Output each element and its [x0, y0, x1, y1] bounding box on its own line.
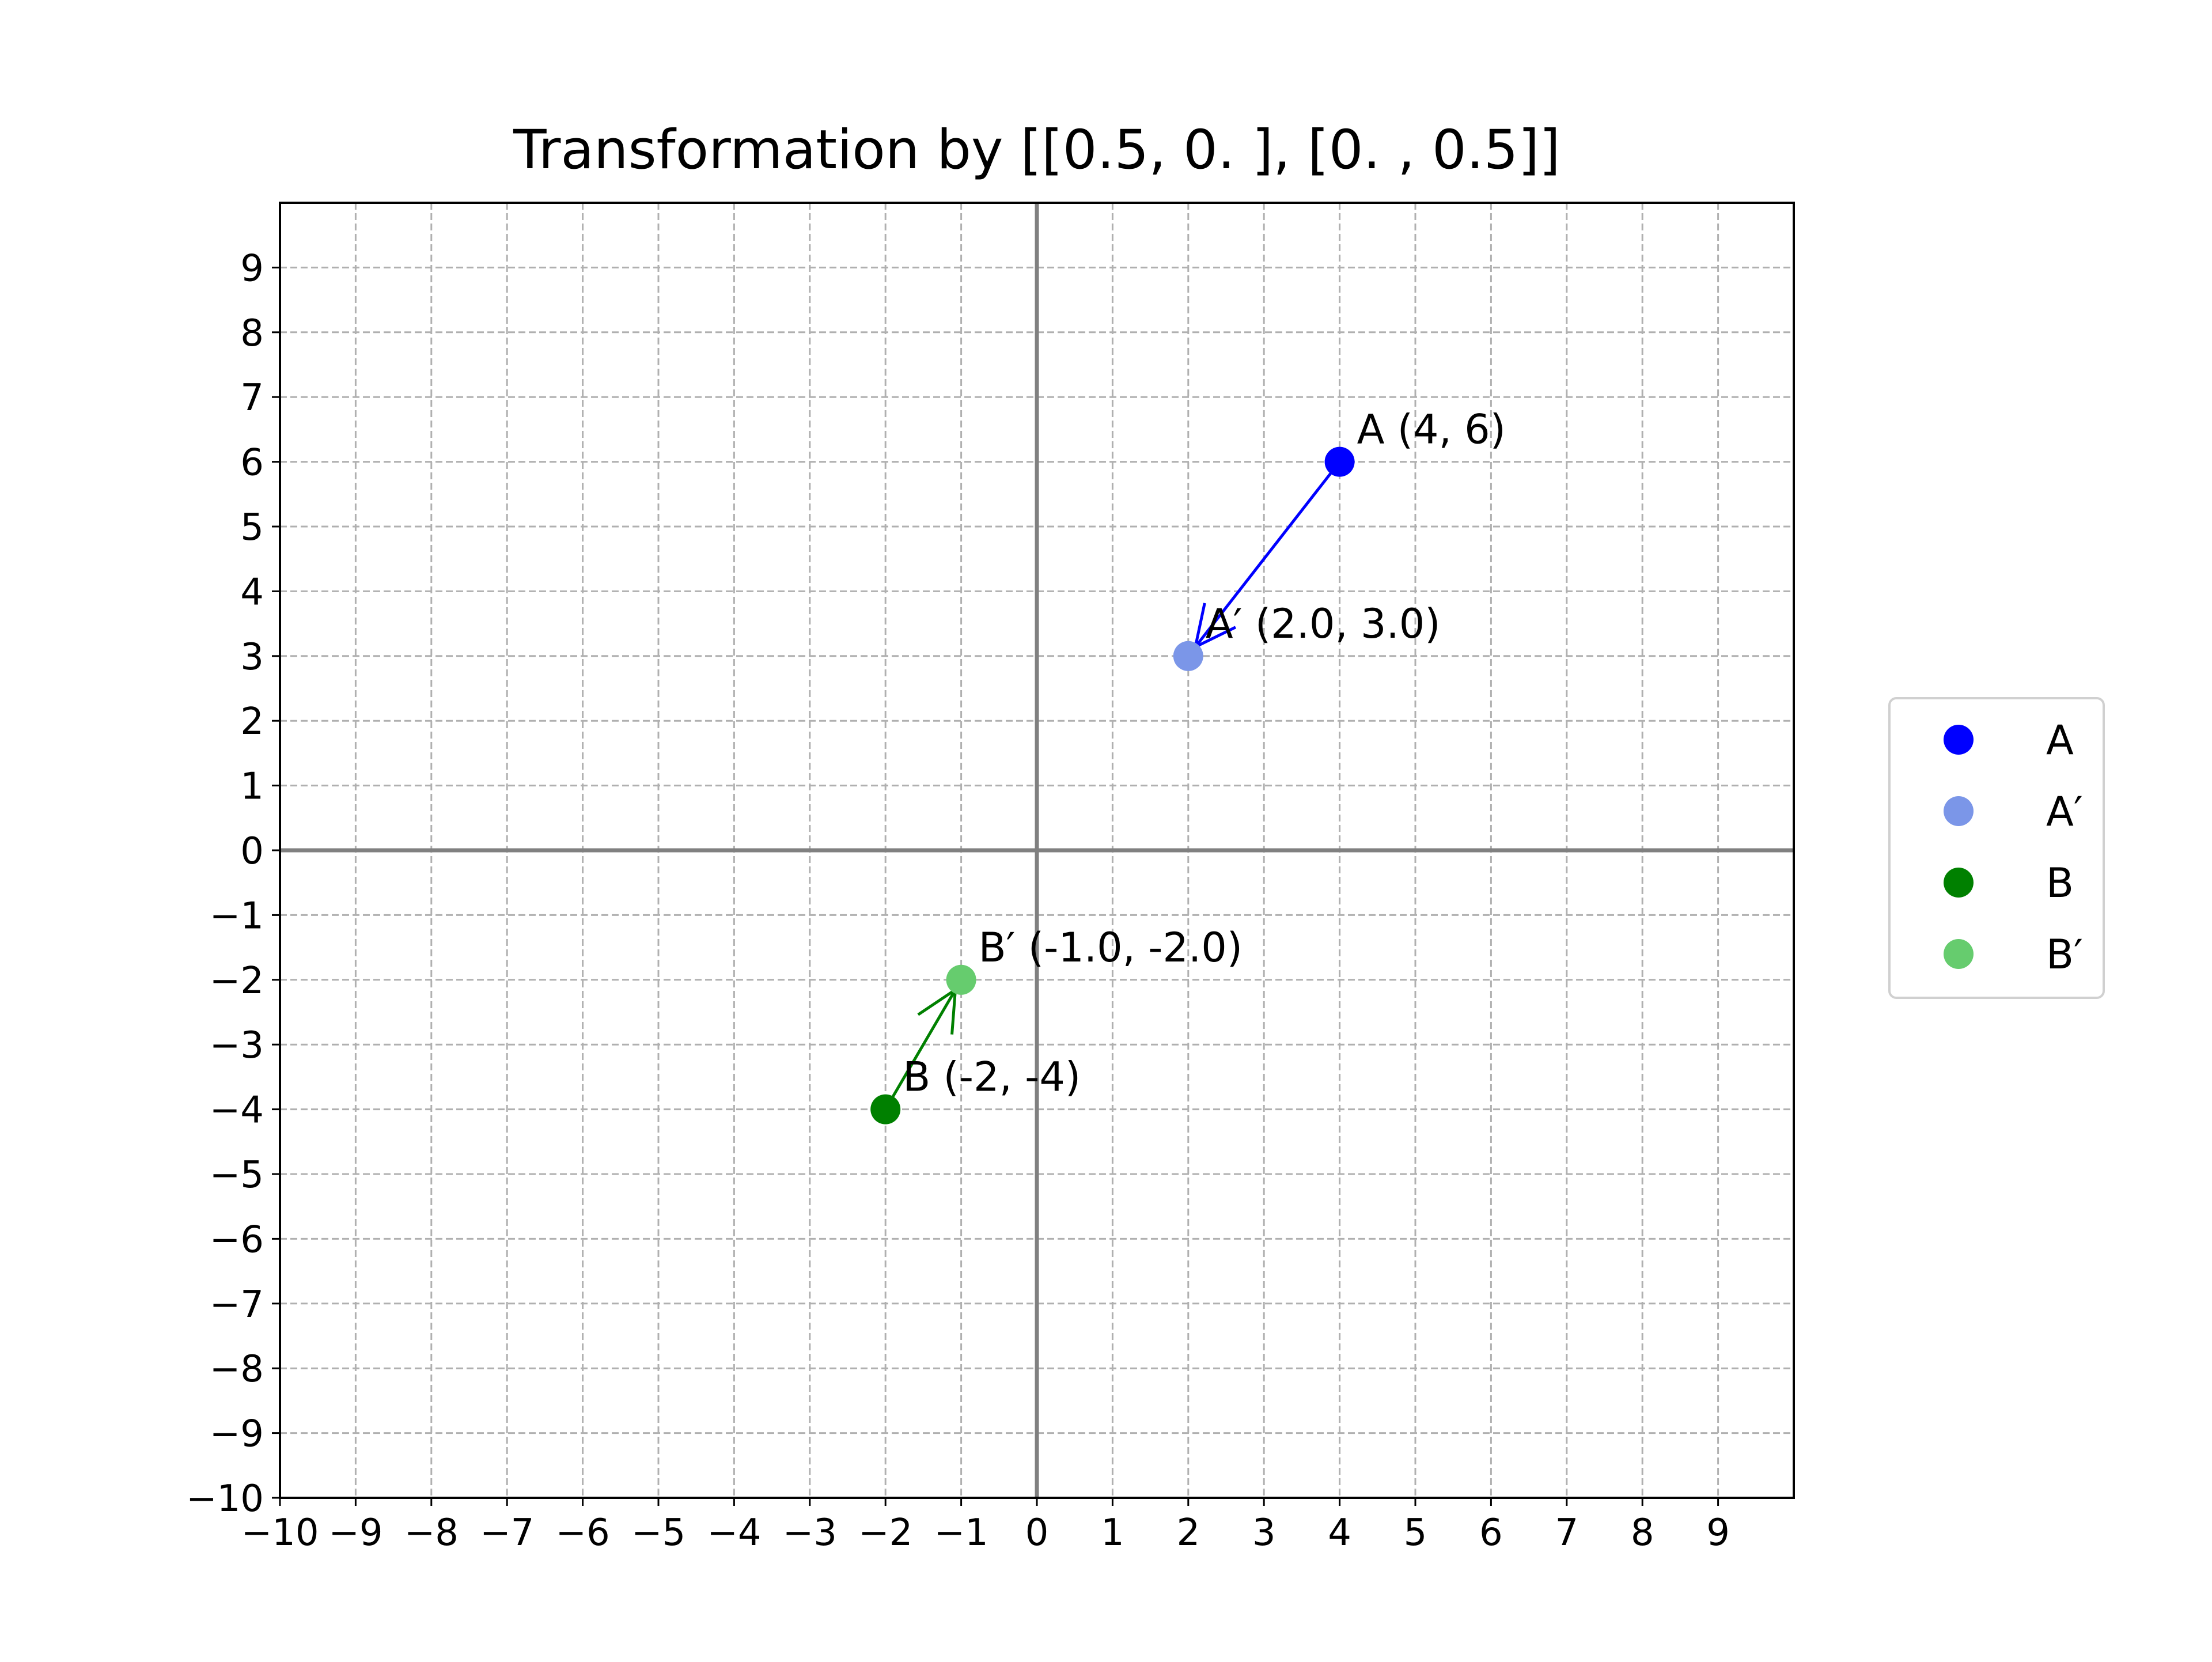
y-tick-label: −3 [210, 1024, 264, 1067]
y-tick-label: 6 [240, 442, 264, 484]
x-tick-label: 1 [1101, 1512, 1124, 1554]
x-tick-label: 5 [1404, 1512, 1427, 1554]
annotations: A (4, 6) A′ (2.0, 3.0) B (-2, -4) B′ (-1.0,… [903, 406, 1506, 1101]
y-tick-label: 5 [240, 506, 264, 549]
chart-title: Transformation by [[0.5, 0. ], [0. , 0.5… [513, 119, 1560, 181]
y-tick-label: 1 [240, 766, 264, 808]
legend-marker [1944, 725, 1974, 755]
x-tick-label: −9 [328, 1512, 382, 1554]
x-tick-label: −6 [555, 1512, 609, 1554]
x-tick-label: 7 [1555, 1512, 1578, 1554]
x-tick-label: −1 [934, 1512, 988, 1554]
legend-label: B [2046, 860, 2074, 907]
legend-marker [1944, 796, 1974, 826]
y-tick-label: 7 [240, 377, 264, 419]
point-annotation: A (4, 6) [1357, 406, 1506, 453]
arrow-head [917, 987, 957, 1035]
y-tick-label: −9 [210, 1413, 264, 1456]
y-tick-label: −8 [210, 1348, 264, 1391]
data-point [946, 964, 976, 995]
arrow-shaft [884, 989, 957, 1110]
y-tick-label: −7 [210, 1284, 264, 1326]
legend: A A′ B B′ [1888, 697, 2105, 999]
legend-label: A [2046, 717, 2074, 764]
y-tick-label: −10 [186, 1478, 264, 1520]
legend-box [1888, 697, 2105, 999]
x-tick-label: 0 [1025, 1512, 1049, 1554]
legend-marker [1944, 939, 1974, 969]
x-tick-label: −8 [404, 1512, 459, 1554]
point-annotation: B′ (-1.0, -2.0) [979, 924, 1243, 971]
x-tick-label: −10 [241, 1512, 319, 1554]
y-tick-label: −5 [210, 1154, 264, 1197]
y-tick-label: 2 [240, 701, 264, 743]
x-tick-label: 9 [1706, 1512, 1730, 1554]
y-tick-label: 0 [240, 830, 264, 873]
x-tick-label: −4 [707, 1512, 761, 1554]
ticks: −10 −9 −8 −7 −6 −5 −4 −3 −2 −1 0 1 2 3 4 5 6 7 8 9−10−9−8−7… [186, 247, 1730, 1554]
y-tick-label: −1 [210, 895, 264, 937]
x-tick-label: 8 [1631, 1512, 1654, 1554]
legend-label: A′ [2046, 788, 2083, 835]
x-tick-label: −3 [783, 1512, 837, 1554]
y-tick-label: 8 [240, 312, 264, 355]
x-tick-label: −5 [631, 1512, 685, 1554]
axes [280, 203, 1794, 1498]
legend-label: B′ [2046, 931, 2083, 978]
plot-frame [279, 202, 1795, 1499]
x-tick-label: 2 [1176, 1512, 1200, 1554]
y-tick-label: 9 [240, 247, 264, 290]
point-annotation: B (-2, -4) [903, 1054, 1081, 1101]
y-tick-label: 4 [240, 571, 264, 614]
point-annotation: A′ (2.0, 3.0) [1206, 600, 1441, 648]
legend-marker [1944, 868, 1974, 898]
y-tick-label: 3 [240, 636, 264, 679]
data-point [870, 1094, 901, 1125]
arrow-shaft [1194, 461, 1341, 648]
y-tick-label: −4 [210, 1089, 264, 1132]
x-tick-label: 4 [1328, 1512, 1351, 1554]
data-point [1173, 641, 1203, 671]
x-tick-label: 3 [1252, 1512, 1276, 1554]
x-tick-label: 6 [1479, 1512, 1503, 1554]
data-point [1324, 446, 1355, 477]
points [870, 446, 1355, 1125]
x-tick-label: −7 [480, 1512, 534, 1554]
x-tick-label: −2 [858, 1512, 912, 1554]
y-tick-label: −2 [210, 960, 264, 1002]
y-tick-label: −6 [210, 1218, 264, 1261]
